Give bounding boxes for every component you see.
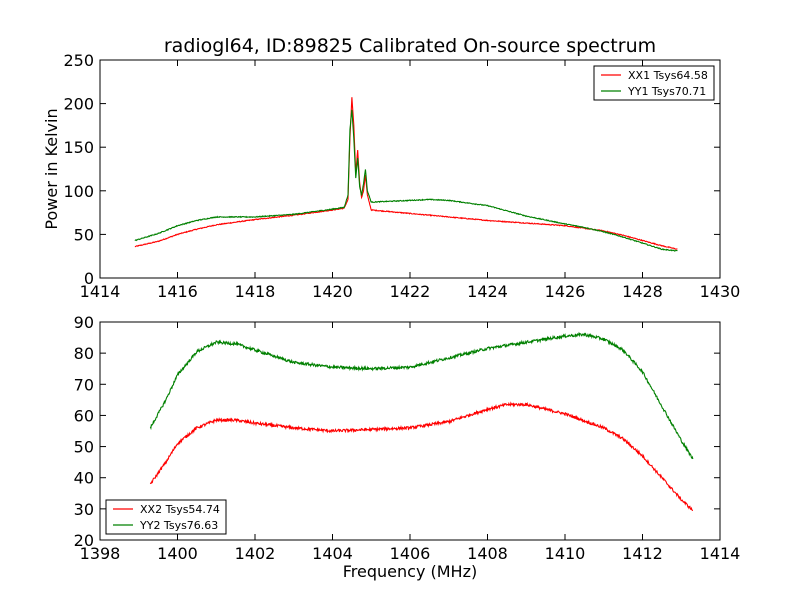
- y-tick-label: 50: [74, 438, 94, 457]
- y-tick-label: 30: [74, 500, 94, 519]
- series-line-2: [134, 109, 678, 252]
- y-tick-label: 20: [74, 531, 94, 550]
- top-panel: 1414 1416 1418 1420 1422 1424 1426 1428 1430 0 50 1…: [42, 51, 740, 301]
- y-tick-label: 150: [63, 138, 94, 157]
- legend-box: [593, 65, 715, 101]
- x-tick-label: 1422: [390, 282, 431, 301]
- y-tick-label: 40: [74, 469, 94, 488]
- y-axis-label: Power in Kelvin: [42, 108, 61, 229]
- x-tick-label: 1420: [312, 282, 353, 301]
- figure-title: radiogl64, ID:89825 Calibrated On-source…: [164, 35, 656, 57]
- x-tick-label: 1402: [235, 544, 276, 563]
- series-line-2: [149, 331, 694, 460]
- y-tick-label: 90: [74, 313, 94, 332]
- y-tick-label: 60: [74, 406, 94, 425]
- bottom-panel: 1398 1400 1402 1404 1406 1408 1410 1412 1414 20 30…: [74, 313, 741, 581]
- x-tick-label: 1416: [157, 282, 198, 301]
- x-tick-label: 1424: [467, 282, 508, 301]
- y-tick-label: 100: [63, 182, 94, 201]
- x-tick-label: 1398: [80, 544, 121, 563]
- legend-label: XX2 Tsys54.74: [140, 503, 220, 516]
- x-tick-label: 1428: [622, 282, 663, 301]
- y-tick-label: 200: [63, 95, 94, 114]
- y-tick-label: 0: [84, 269, 94, 288]
- x-tick-label: 1414: [700, 544, 741, 563]
- legend: XX1 Tsys64.58 YY1 Tsys70.71: [593, 65, 715, 101]
- x-tick-label: 1406: [390, 544, 431, 563]
- x-tick-label: 1404: [312, 544, 353, 563]
- y-tick-label: 80: [74, 344, 94, 363]
- y-tick-label: 50: [74, 225, 94, 244]
- x-tick-label: 1400: [157, 544, 198, 563]
- x-tick-label: 1412: [622, 544, 663, 563]
- x-tick-label: 1426: [545, 282, 586, 301]
- x-tick-label: 1408: [467, 544, 508, 563]
- y-tick-label: 250: [63, 51, 94, 70]
- x-tick-label: 1414: [80, 282, 121, 301]
- x-tick-label: 1430: [700, 282, 741, 301]
- x-tick-label: 1410: [545, 544, 586, 563]
- legend-label: YY2 Tsys76.63: [139, 519, 218, 532]
- y-tick-label: 70: [74, 375, 94, 394]
- legend-box: [105, 499, 227, 535]
- x-tick-label: 1418: [235, 282, 276, 301]
- legend: XX2 Tsys54.74 YY2 Tsys76.63: [105, 499, 227, 535]
- legend-label: YY1 Tsys70.71: [627, 85, 706, 98]
- series-line-1: [149, 401, 693, 512]
- legend-label: XX1 Tsys64.58: [628, 69, 708, 82]
- x-axis-label: Frequency (MHz): [343, 562, 477, 581]
